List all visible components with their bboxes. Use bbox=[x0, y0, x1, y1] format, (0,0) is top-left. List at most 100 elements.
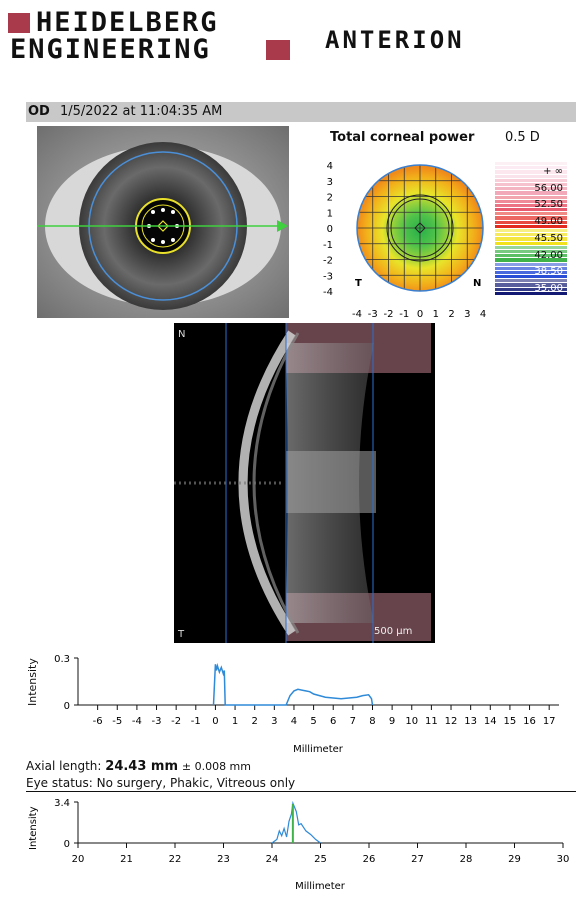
plot1-x-tick: 11 bbox=[425, 716, 438, 727]
legend-stripe bbox=[495, 270, 567, 275]
legend-stripe bbox=[495, 241, 567, 245]
intensity-plot-2: Intensity 3.40 20 21 22 23 24 25 26 27 28 29 30 Mi… bbox=[28, 798, 570, 892]
legend-stripe bbox=[495, 266, 567, 270]
map-x-tick: -3 bbox=[368, 309, 378, 320]
plot2-x-tick: 24 bbox=[266, 854, 279, 865]
plot2-x-tick: 26 bbox=[363, 854, 376, 865]
legend-stripe bbox=[495, 279, 567, 283]
plot1-x-tick: 2 bbox=[252, 716, 258, 727]
legend-stripe bbox=[495, 191, 567, 195]
plot1-x-tick: 1 bbox=[232, 716, 238, 727]
map-y-tick: -3 bbox=[323, 271, 333, 282]
map-x-tick: -1 bbox=[399, 309, 409, 320]
plot2-x-tick: 30 bbox=[557, 854, 570, 865]
plot1-series-line bbox=[212, 662, 374, 706]
plot1-x-tick: 17 bbox=[543, 716, 556, 727]
legend-stripe bbox=[495, 170, 567, 174]
map-y-tick: -1 bbox=[323, 240, 333, 251]
map-y-tick: 1 bbox=[327, 208, 333, 219]
plot2-x-tick: 22 bbox=[169, 854, 182, 865]
corneal-map-title: Total corneal power bbox=[330, 130, 475, 145]
plot2-x-ticks: 20 21 22 23 24 25 26 27 28 29 30 bbox=[72, 843, 570, 865]
plot2-x-tick: 21 bbox=[120, 854, 133, 865]
exam-datetime: 1/5/2022 at 11:04:35 AM bbox=[59, 104, 223, 119]
plot2-y-ticks: 3.40 bbox=[54, 798, 78, 850]
map-x-tick: 4 bbox=[480, 309, 486, 320]
legend-label: + ∞ bbox=[543, 165, 563, 177]
map-y-tick: -2 bbox=[323, 256, 333, 267]
plot1-x-tick: 12 bbox=[445, 716, 458, 727]
plot1-x-tick: -2 bbox=[171, 716, 181, 727]
legend-stripe bbox=[495, 203, 567, 208]
legend-label: 56.00 bbox=[534, 182, 563, 194]
legend-stripe bbox=[495, 166, 567, 170]
legend-stripe bbox=[495, 233, 567, 237]
brand-line-1: HEIDELBERG bbox=[36, 7, 219, 38]
plot1-x-tick: -1 bbox=[191, 716, 201, 727]
legend-stripe bbox=[495, 178, 567, 182]
legend-stripes bbox=[495, 162, 567, 296]
plot2-y-tick: 3.4 bbox=[54, 798, 70, 809]
map-x-tick: -2 bbox=[384, 309, 394, 320]
map-x-tick: 0 bbox=[417, 309, 423, 320]
plot1-x-tick: 13 bbox=[464, 716, 477, 727]
brand-square-bottom bbox=[266, 40, 290, 60]
axial-length-value: 24.43 mm bbox=[105, 759, 179, 774]
legend-stripe bbox=[495, 237, 567, 241]
legend-stripe bbox=[495, 291, 567, 295]
map-x-tick: 2 bbox=[448, 309, 454, 320]
map-y-tick: 4 bbox=[327, 161, 333, 172]
legend-stripe bbox=[495, 182, 567, 187]
divider-line bbox=[26, 791, 576, 792]
plot1-x-tick: 5 bbox=[310, 716, 316, 727]
map-label-n: N bbox=[473, 278, 481, 289]
plot1-x-tick: 15 bbox=[504, 716, 517, 727]
legend-stripe bbox=[495, 245, 567, 249]
map-y-tick: 2 bbox=[327, 193, 333, 204]
plot2-x-tick: 29 bbox=[508, 854, 521, 865]
plot1-x-tick: 16 bbox=[523, 716, 536, 727]
product-name: ANTERION bbox=[325, 26, 465, 54]
map-label-t: T bbox=[355, 278, 362, 289]
legend-stripe bbox=[495, 224, 567, 228]
plot1-x-ticks: -6 -5 -4 -3 -2 -1 0 1 2 3 4 5 6 7 8 9 10 11 12 13 14 15 16 17 bbox=[93, 705, 556, 727]
legend-stripe bbox=[495, 199, 567, 203]
legend-stripe bbox=[495, 254, 567, 258]
exam-header-bar: OD 1/5/2022 at 11:04:35 AM bbox=[26, 102, 576, 122]
plot1-ylabel: Intensity bbox=[26, 658, 39, 706]
plot1-x-tick: 7 bbox=[350, 716, 356, 727]
oct-scale-label: 500 µm bbox=[374, 626, 412, 637]
plot2-x-tick: 25 bbox=[314, 854, 327, 865]
legend-stripe bbox=[495, 249, 567, 254]
plot2-ylabel: Intensity bbox=[28, 806, 39, 850]
oct-scan-svg: N T 500 µm bbox=[174, 323, 431, 643]
plot2-x-tick: 28 bbox=[460, 854, 473, 865]
brand-square-top bbox=[8, 13, 30, 33]
legend-labels: + ∞ 56.00 52.50 49.00 45.50 42.00 38.50 35.00 bbox=[495, 162, 563, 296]
legend-stripe bbox=[495, 174, 567, 178]
plot1-x-tick: -6 bbox=[93, 716, 103, 727]
oct-label-t: T bbox=[177, 629, 185, 640]
legend-stripe bbox=[495, 220, 567, 224]
plot1-x-tick: 4 bbox=[291, 716, 297, 727]
brand-logo: HEIDELBERG ENGINEERING bbox=[6, 7, 306, 66]
plot1-y-ticks: 0.30 bbox=[54, 654, 78, 712]
plot1-x-tick: -4 bbox=[132, 716, 142, 727]
legend-stripe bbox=[495, 258, 567, 262]
legend-label: 35.00 bbox=[534, 283, 563, 294]
plot1-xlabel: Millimeter bbox=[293, 744, 344, 755]
oct-scan-image: N T 500 µm bbox=[174, 323, 435, 643]
plot1-x-tick: 6 bbox=[330, 716, 336, 727]
eye-camera-image bbox=[37, 126, 289, 318]
map-x-ticks: -4 -3 -2 -1 0 1 2 3 4 bbox=[352, 309, 486, 320]
plot1-x-tick: 14 bbox=[484, 716, 497, 727]
legend-stripe bbox=[495, 212, 567, 216]
plot2-x-tick: 23 bbox=[217, 854, 230, 865]
plot2-x-tick: 27 bbox=[411, 854, 424, 865]
map-y-tick: 0 bbox=[327, 224, 333, 235]
axial-length-line: Axial length: 24.43 mm ± 0.008 mm bbox=[26, 759, 251, 774]
eye-image-svg bbox=[37, 126, 289, 318]
eye-label: OD bbox=[28, 104, 50, 119]
plot1-x-tick: 8 bbox=[369, 716, 375, 727]
